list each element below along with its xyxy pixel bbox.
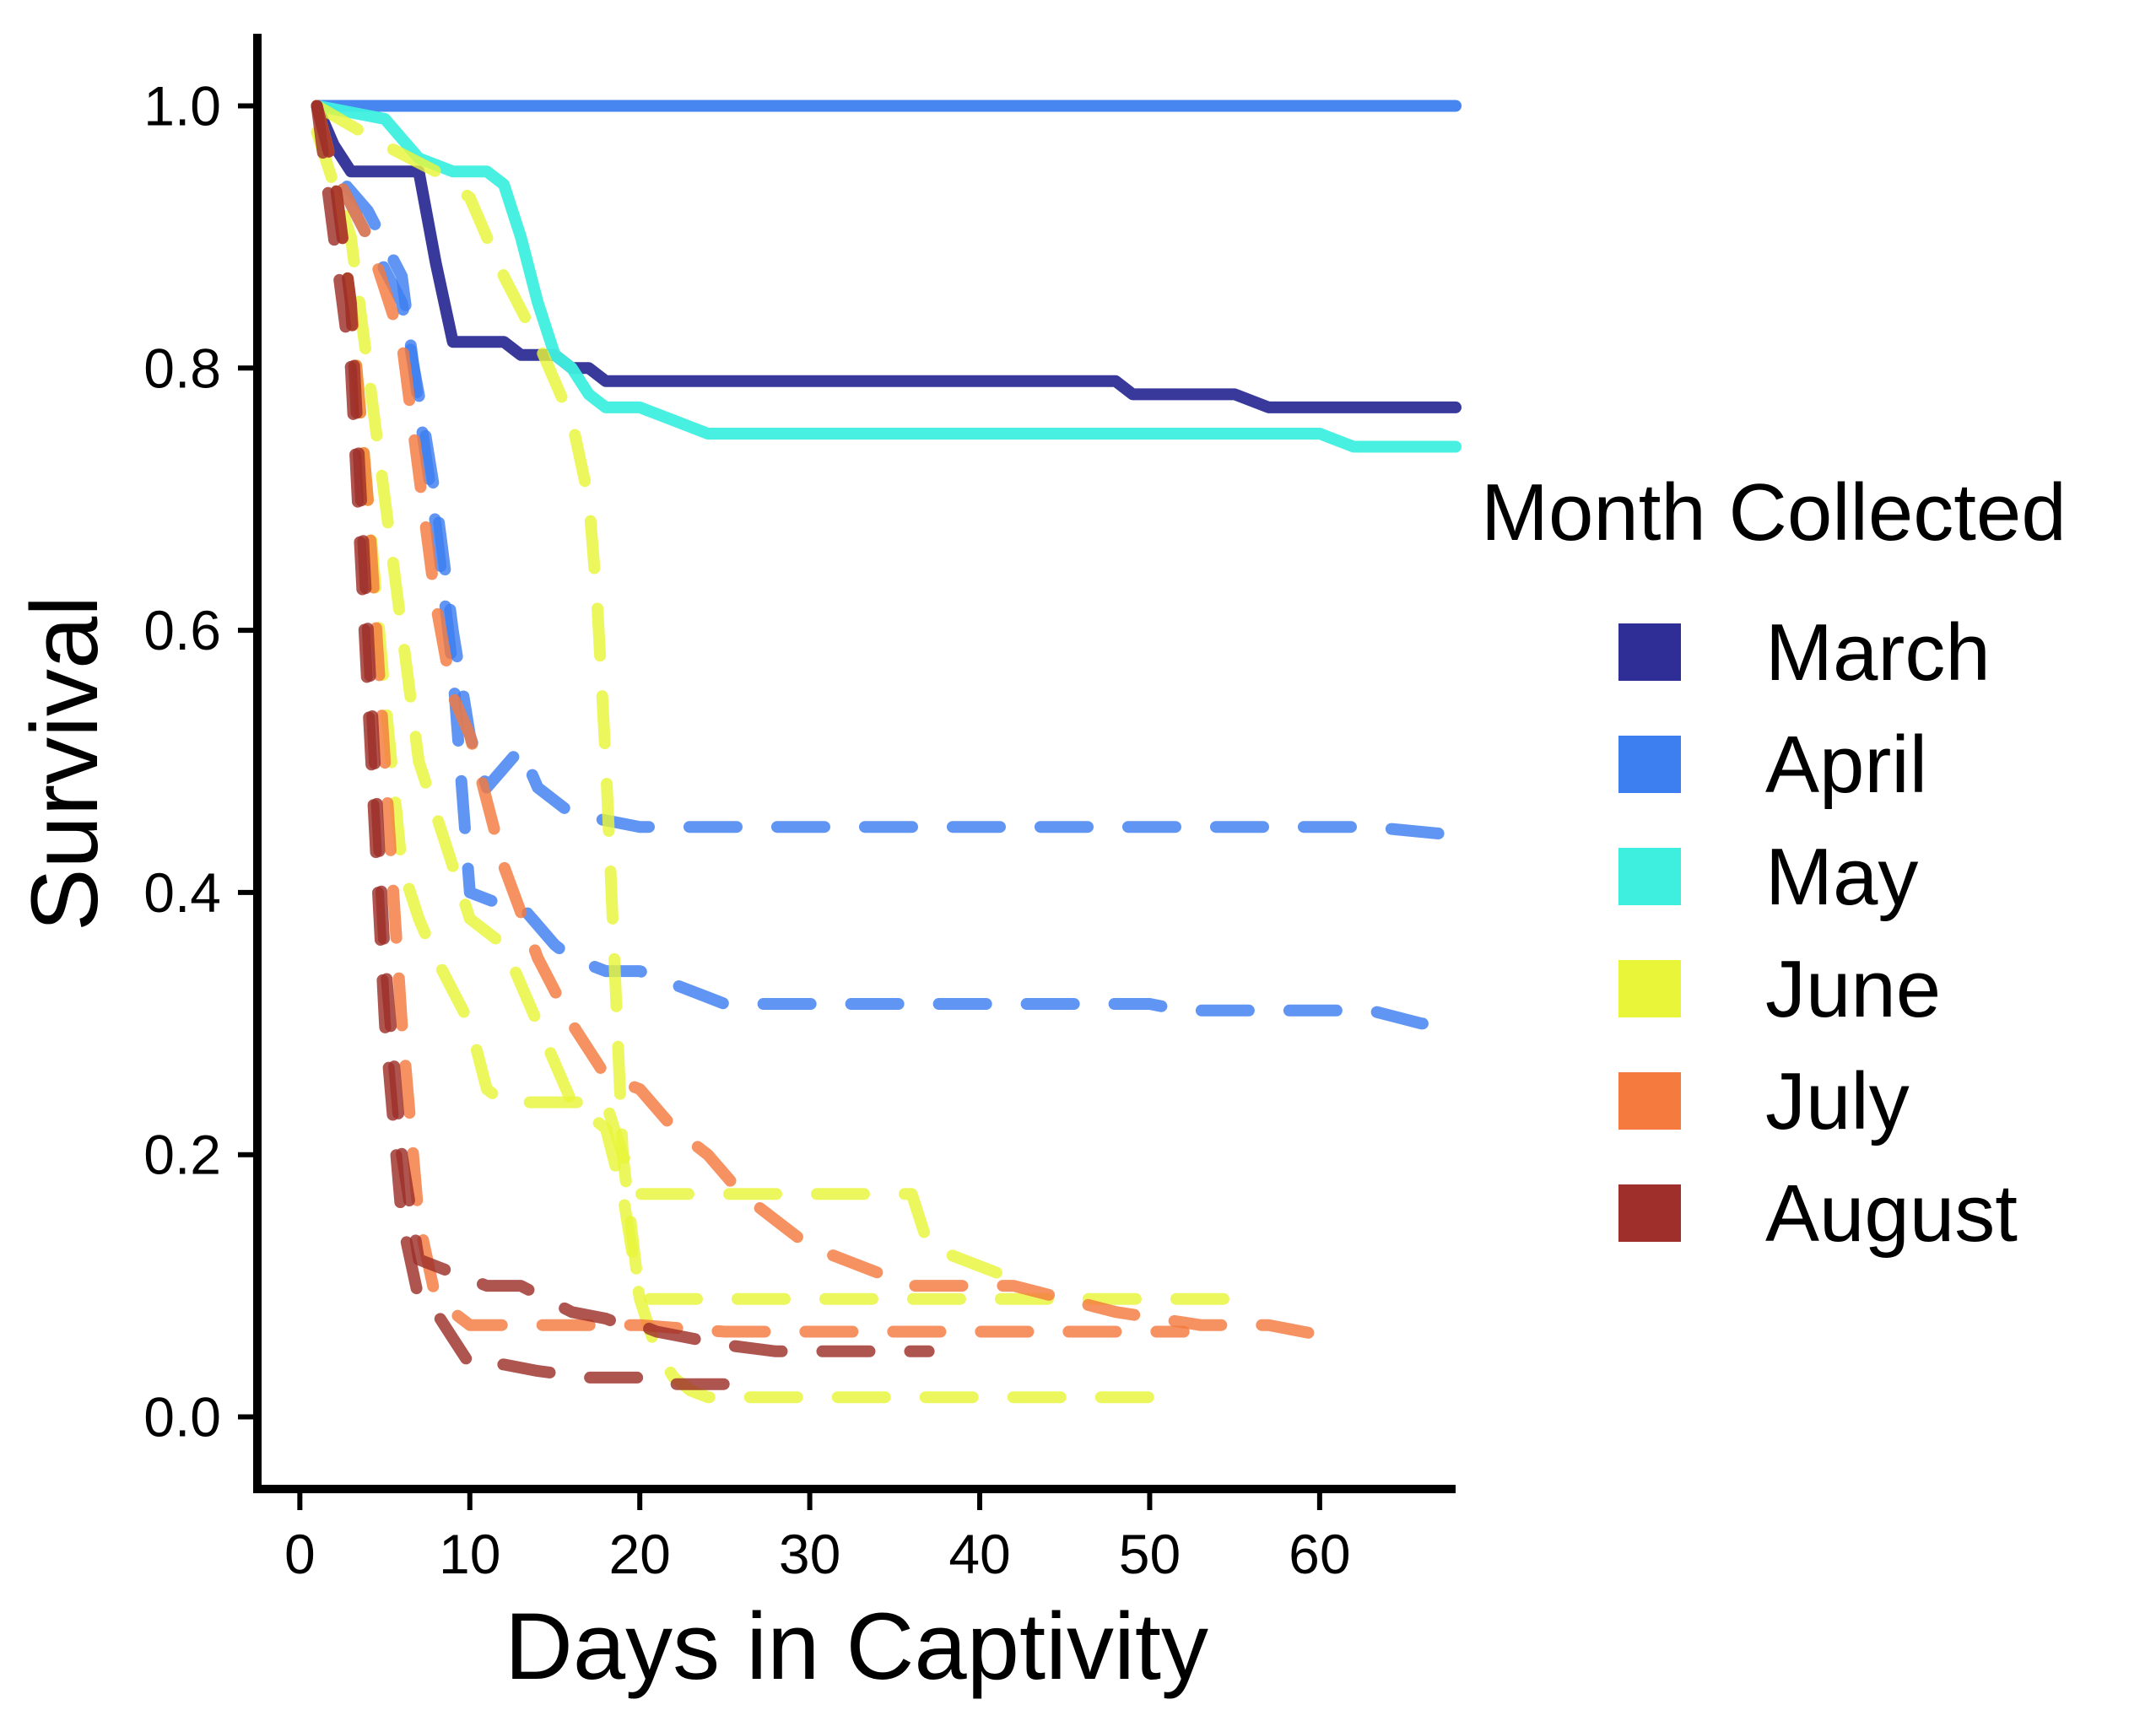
series-layer (311, 100, 1462, 1404)
y-tick-label: 0.0 (143, 1386, 221, 1449)
legend-swatch-may (1618, 848, 1681, 905)
y-tick-label: 0.6 (143, 599, 221, 661)
legend-label-june: June (1765, 944, 1941, 1034)
x-tick-label: 50 (1119, 1523, 1181, 1585)
legend-swatch-june (1618, 960, 1681, 1017)
series-line-april-dashed-2 (311, 100, 1462, 839)
x-tick-label: 20 (608, 1523, 670, 1585)
axes (253, 34, 1456, 1493)
y-axis-label: Survival (12, 596, 117, 931)
legend-label-may: May (1765, 832, 1918, 922)
series-line-march-solid-1 (311, 100, 1462, 413)
y-tick-label: 1.0 (143, 74, 221, 137)
legend-swatch-march (1618, 623, 1681, 681)
legend-label-april: April (1765, 720, 1927, 810)
series-line-april-dashed-3 (311, 100, 1462, 1030)
x-tick-label: 30 (779, 1523, 840, 1585)
ticks: 0 10 20 30 40 50 60 0.0 0.2 0.4 0.6 0.8 1.0 (143, 74, 1350, 1585)
legend-swatch-august (1618, 1184, 1681, 1242)
series-line-may-solid-1 (311, 100, 1462, 453)
legend-swatch-july (1618, 1072, 1681, 1130)
series-line-june-dashed-2 (311, 100, 1037, 1292)
legend-swatch-april (1618, 736, 1681, 793)
x-tick-label: 60 (1289, 1523, 1350, 1585)
series-line-august-dashed-2 (311, 100, 748, 1390)
x-tick-label: 40 (948, 1523, 1010, 1585)
legend: Month Collected March April May June July Aug… (1481, 467, 2067, 1259)
x-tick-label: 10 (439, 1523, 500, 1585)
y-tick-label: 0.2 (143, 1124, 221, 1186)
legend-label-march: March (1765, 607, 1991, 698)
y-tick-label: 0.4 (143, 861, 221, 924)
legend-title: Month Collected (1481, 467, 2067, 558)
legend-label-july: July (1765, 1056, 1910, 1146)
y-tick-label: 0.8 (143, 337, 221, 399)
series-line-july-dashed-1 (311, 100, 1343, 1345)
series-line-june-dashed-1 (311, 100, 1258, 1305)
legend-label-august: August (1765, 1168, 2018, 1259)
x-tick-label: 0 (284, 1523, 316, 1585)
x-axis-label: Days in Captivity (505, 1594, 1208, 1699)
